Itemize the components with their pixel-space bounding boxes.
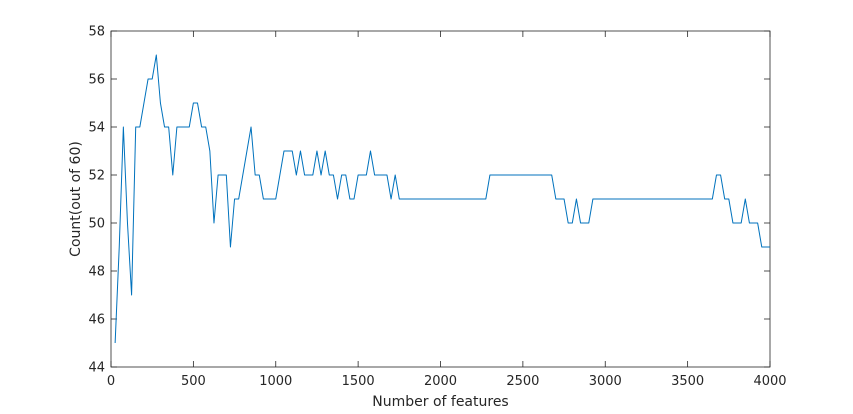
y-tick-label: 58 [88,25,105,40]
x-tick-label: 2000 [424,374,457,389]
x-axis: 0 500 1000 1500 2000 2500 3000 3500 4000 [107,31,787,389]
x-tick-label: 3000 [589,374,622,389]
y-tick-label: 44 [88,361,105,376]
x-tick-label: 1000 [259,374,292,389]
y-tick-label: 56 [88,73,105,88]
x-tick-label: 2500 [506,374,539,389]
series-line [114,54,770,344]
y-tick-label: 54 [88,121,105,136]
y-tick-label: 48 [88,265,105,280]
x-tick-label: 500 [181,374,206,389]
x-tick-label: 4000 [753,374,786,389]
x-tick-label: 3500 [671,374,704,389]
x-axis-label: Number of features [372,394,508,410]
x-tick-label: 0 [107,374,115,389]
y-tick-label: 50 [88,217,105,232]
y-tick-label: 46 [88,313,105,328]
y-axis-label: Count(out of 60) [68,141,84,257]
x-tick-label: 1500 [342,374,375,389]
y-tick-label: 52 [88,169,105,184]
y-axis: 44 46 48 50 52 54 56 58 [88,25,770,376]
